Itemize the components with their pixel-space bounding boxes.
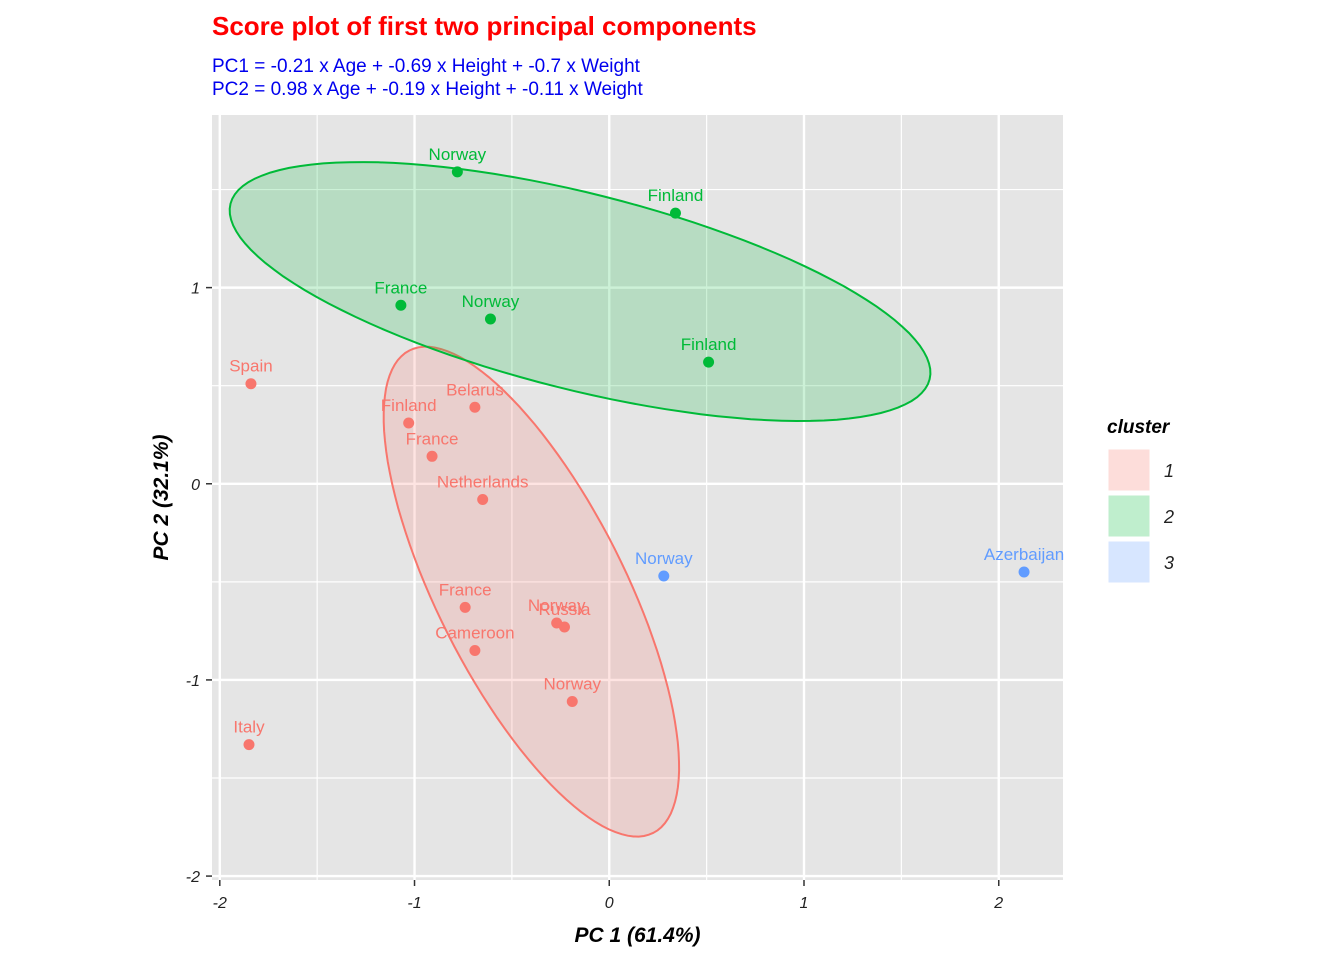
ellipse-cluster-1 — [382, 345, 681, 838]
point-label: Russia — [538, 600, 591, 619]
x-tick-label: 0 — [605, 895, 614, 912]
grid-lines — [212, 115, 1063, 880]
point-finland-4 — [703, 356, 715, 368]
x-tick-label: -2 — [213, 895, 227, 912]
x-tick-label: 1 — [800, 895, 809, 912]
point-label: Norway — [543, 675, 601, 694]
point-finland-1 — [669, 207, 681, 219]
point-netherlands-9 — [477, 493, 489, 505]
x-axis-title: PC 1 (61.4%) — [574, 924, 700, 947]
point-label: Italy — [233, 718, 265, 737]
point-azerbaijan-17 — [1018, 566, 1030, 578]
point-label: Finland — [381, 396, 437, 415]
plot-panel — [212, 115, 1063, 880]
y-tick-label: 0 — [191, 477, 200, 494]
y-axis-title: PC 2 (32.1%) — [150, 434, 173, 560]
axis-ticks: -2 -1 0 1 2 -2 -1 0 1 — [186, 281, 1004, 912]
point-label: Norway — [462, 292, 520, 311]
point-label: Norway — [528, 596, 586, 615]
point-france-8 — [426, 450, 438, 462]
chart-subtitle-pc1: PC1 = -0.21 x Age + -0.69 x Height + -0.… — [212, 56, 641, 77]
legend-label: 1 — [1164, 461, 1174, 481]
y-tick-label: 1 — [191, 281, 200, 298]
point-france-10 — [459, 601, 471, 613]
point-labels: Norway Finland France Norway Finland Spain Bel… — [229, 145, 1064, 737]
chart-subtitle-pc2: PC2 = 0.98 x Age + -0.19 x Height + -0.1… — [212, 79, 643, 100]
x-tick-label: -1 — [407, 895, 421, 912]
point-norway-0 — [451, 166, 463, 178]
point-label: Spain — [229, 357, 272, 376]
chart-title: Score plot of first two principal compon… — [212, 11, 757, 41]
point-norway-16 — [658, 570, 670, 582]
legend-key-cluster-2 — [1107, 494, 1151, 538]
point-norway-14 — [566, 696, 578, 707]
point-norway-3 — [484, 313, 496, 325]
legend-key-bg — [1107, 540, 1151, 584]
x-tick-label: 2 — [993, 895, 1003, 912]
point-spain-5 — [245, 378, 257, 390]
point-italy-15 — [243, 739, 255, 751]
point-finland-7 — [403, 417, 415, 429]
point-label: Belarus — [446, 380, 504, 399]
legend-label: 3 — [1164, 553, 1174, 573]
y-tick-label: -2 — [186, 869, 200, 886]
legend-label: 2 — [1163, 507, 1174, 527]
point-belarus-6 — [469, 401, 481, 413]
ellipse-cluster-2 — [228, 161, 932, 423]
point-label: France — [406, 429, 459, 448]
y-tick-label: -1 — [186, 673, 200, 690]
legend-title: cluster — [1107, 417, 1171, 438]
point-label: Cameroon — [435, 624, 514, 643]
data-points — [243, 166, 1030, 751]
point-france-2 — [395, 299, 407, 311]
point-russia-12 — [558, 621, 570, 633]
cluster-ellipses — [228, 161, 932, 838]
point-label: Norway — [635, 549, 693, 568]
point-cameroon-13 — [469, 645, 481, 656]
point-label: Azerbaijan — [984, 545, 1064, 564]
legend: cluster 1 2 3 — [1107, 417, 1174, 584]
legend-key-bg — [1107, 494, 1151, 538]
legend-key-cluster-1 — [1107, 448, 1151, 492]
point-label: Finland — [648, 186, 704, 205]
point-label: Finland — [681, 335, 737, 354]
point-label: France — [439, 580, 492, 599]
point-label: France — [374, 278, 427, 297]
point-label: Netherlands — [437, 472, 529, 491]
point-label: Norway — [429, 145, 487, 164]
legend-key-cluster-3 — [1107, 540, 1151, 584]
legend-key-bg — [1107, 448, 1151, 492]
